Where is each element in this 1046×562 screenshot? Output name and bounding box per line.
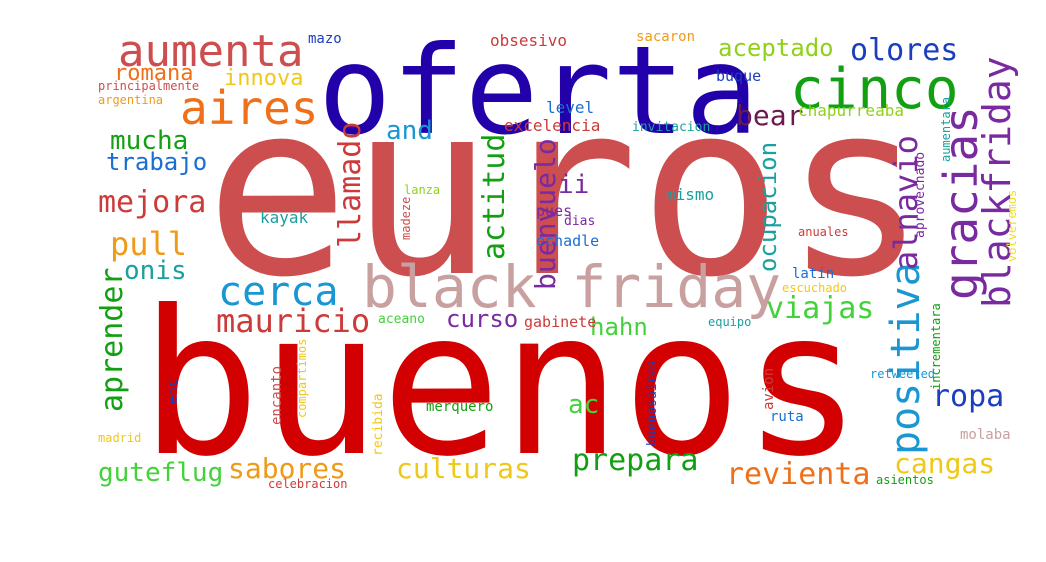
word-gabinete: gabinete	[524, 313, 597, 331]
word-buenos: buenos	[140, 268, 863, 501]
word-principalmente: principalmente	[98, 79, 200, 93]
word-euros: euros	[205, 50, 928, 330]
word-lanza: lanza	[404, 183, 441, 197]
word-equipo: equipo	[708, 315, 752, 329]
word-innova: innova	[224, 66, 304, 91]
word-kayak: kayak	[260, 208, 309, 227]
word-llamado: llamado	[333, 121, 368, 248]
word-recibida: recibida	[371, 393, 386, 456]
word-cinco: cinco	[790, 57, 959, 122]
word-mucha: mucha	[110, 126, 189, 156]
word-aprender: aprender	[95, 267, 130, 413]
word-revienta: revienta	[726, 457, 871, 492]
word-buque: buque	[716, 67, 762, 85]
word-viajas: viajas	[766, 291, 875, 326]
word-excelencia: excelencia	[504, 116, 601, 135]
word-molaba: molaba	[960, 427, 1011, 443]
word-hahn: hahn	[590, 313, 648, 341]
word-level: level	[546, 98, 595, 117]
word-culturas: culturas	[396, 452, 531, 485]
word-mejora: mejora	[98, 185, 207, 220]
word-aceptado: aceptado	[718, 34, 834, 62]
word-olores: olores	[850, 33, 959, 68]
word-aumentara: aumentara	[939, 96, 953, 162]
word-onis: onis	[124, 256, 187, 286]
word-merquero: merquero	[426, 399, 494, 415]
word-encanto: encanto	[269, 365, 285, 425]
word-pull: pull	[110, 225, 188, 263]
word-obsesivo: obsesivo	[490, 31, 568, 50]
word-sabores: sabores	[228, 452, 347, 485]
word-escuchado: escuchado	[782, 281, 848, 295]
word-asientos: asientos	[876, 473, 934, 487]
word-chapurreaba: chapurreaba	[798, 101, 904, 120]
word-cangas: cangas	[894, 447, 996, 480]
word-actitud: actitud	[477, 133, 512, 260]
word-ruta: ruta	[770, 409, 804, 425]
word-buenosaires: buenosaires	[645, 359, 660, 446]
word-oferta: oferta	[318, 20, 759, 162]
word-pues: pues	[536, 202, 573, 220]
word-latin: latin	[792, 266, 835, 282]
word-and: and	[386, 116, 433, 146]
word-madeze: madeze	[399, 196, 413, 240]
word-mazo: mazo	[308, 31, 342, 47]
word-avion: avion	[761, 367, 777, 410]
word-blackfriday: blackfriday	[975, 56, 1019, 308]
word-argentina: argentina	[98, 93, 164, 107]
word-ii: ii	[558, 170, 590, 200]
word-guteflug: guteflug	[98, 458, 224, 488]
word-aumenta: aumenta	[118, 26, 304, 77]
word-trabajo: trabajo	[106, 148, 208, 176]
word-aprovechado: aprovechado	[913, 151, 928, 238]
word-madrid: madrid	[98, 431, 142, 445]
word-anuales: anuales	[798, 225, 849, 239]
word-positiva: positiva	[883, 262, 929, 455]
word-curso: curso	[446, 305, 519, 333]
word-echadle: echadle	[536, 232, 600, 250]
word-enc: enc	[165, 378, 181, 404]
word-invitacion: invitacion	[632, 120, 711, 135]
word-ocupacion: ocupacion	[754, 141, 782, 272]
word-black-friday: black friday	[362, 253, 782, 321]
word-sacaron: sacaron	[636, 29, 696, 45]
word-dias: dias	[564, 214, 596, 229]
word-mismo: mismo	[666, 185, 715, 204]
word-bear: bear	[736, 99, 804, 132]
word-prepara: prepara	[572, 443, 699, 478]
word-retweeted: retweeted	[870, 367, 936, 381]
word-ac: ac	[568, 390, 600, 420]
word-ropa: ropa	[932, 379, 1005, 414]
word-cerca: cerca	[218, 269, 339, 315]
word-aires: aires	[180, 81, 319, 135]
word-volveremos: volveremos	[1005, 189, 1019, 262]
word-celebracion: celebracion	[268, 477, 348, 491]
word-compartimos: compartimos	[295, 338, 309, 418]
word-aceano: aceano	[378, 312, 425, 327]
word-romana: romana	[114, 61, 194, 86]
word-mauricio: mauricio	[216, 302, 371, 340]
